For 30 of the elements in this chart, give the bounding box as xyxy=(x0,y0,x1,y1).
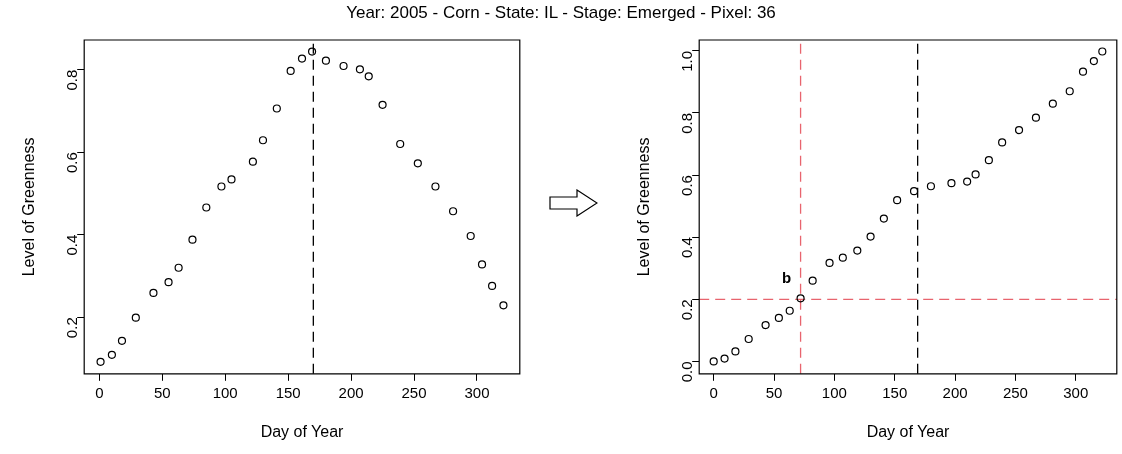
annotation: b xyxy=(782,269,792,287)
x-tick-label: 250 xyxy=(401,383,427,401)
y-tick-label: 0.2 xyxy=(63,317,81,339)
y-tick-label: 0.4 xyxy=(678,237,696,259)
x-axis-title: Day of Year xyxy=(866,422,951,440)
x-axis-title: Day of Year xyxy=(260,422,345,440)
x-tick-label: 300 xyxy=(464,383,490,401)
y-tick-label: 1.0 xyxy=(678,50,696,72)
x-tick-label: 300 xyxy=(1063,383,1089,401)
x-tick-label: 0 xyxy=(709,383,718,401)
x-tick-label: 50 xyxy=(153,383,171,401)
y-axis-title: Level of Greenness xyxy=(635,137,653,277)
x-tick-label: 250 xyxy=(1002,383,1028,401)
x-tick-label: 50 xyxy=(765,383,783,401)
x-tick-label: 100 xyxy=(212,383,238,401)
y-axis-title: Level of Greenness xyxy=(20,137,38,277)
x-tick-label: 200 xyxy=(338,383,364,401)
x-tick-label: 150 xyxy=(882,383,908,401)
y-tick-label: 0.8 xyxy=(678,112,696,134)
x-tick-label: 150 xyxy=(275,383,301,401)
y-tick-label: 0.6 xyxy=(678,175,696,196)
y-tick-label: 0.6 xyxy=(63,152,81,174)
x-tick-label: 100 xyxy=(821,383,847,401)
y-tick-label: 0.2 xyxy=(678,299,696,321)
y-tick-label: 0.4 xyxy=(63,234,81,256)
x-tick-label: 200 xyxy=(942,383,968,401)
y-tick-label: 0.8 xyxy=(63,69,81,91)
text: Year: 2005 - Corn - State: IL - Stage: Emerged - Pixel: 36 xyxy=(345,3,777,23)
x-tick-label: 0 xyxy=(95,383,104,401)
y-tick-label: 0.0 xyxy=(678,361,696,383)
